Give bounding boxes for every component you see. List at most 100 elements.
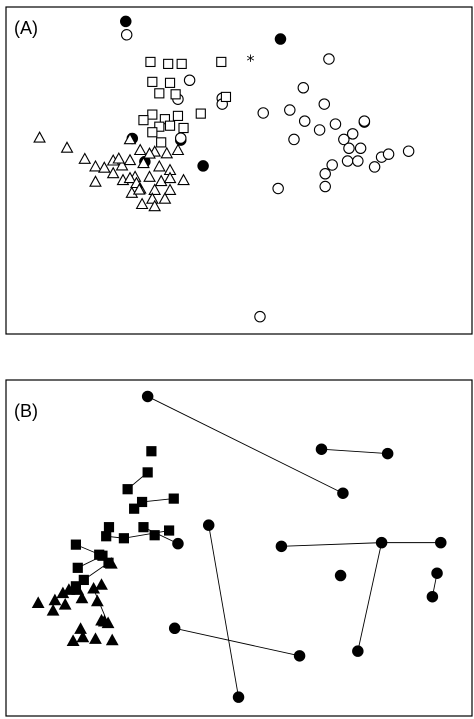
panel-a-point-circle-open <box>354 142 367 155</box>
panel-b-point-square-filled <box>118 533 129 544</box>
panel-b-point-triangle-filled <box>105 633 119 646</box>
panel-b-point-triangle-filled <box>46 604 60 616</box>
panel-a-point-triangle-open <box>115 158 129 171</box>
panel-a-point-triangle-open <box>133 143 147 156</box>
panel-a-point-square-open <box>154 121 165 132</box>
panel-b-point-triangle-filled <box>66 634 80 646</box>
panel-b-connection-line <box>143 526 179 545</box>
panel-a-point-triangle-open <box>152 159 166 172</box>
panel-a-point-triangle-open <box>89 159 102 172</box>
panel-b-point-circle-filled <box>375 536 388 549</box>
panel-b-point-square-filled <box>146 446 157 457</box>
panel-b-point-triangle-filled <box>48 593 62 606</box>
panel-a-point-circle-open <box>298 115 311 127</box>
panel-a-point-circle-open <box>326 159 338 171</box>
panel-b-point-square-filled <box>72 562 83 573</box>
panel-a-point-triangle-open <box>89 175 102 187</box>
panel-b-point-triangle-filled <box>89 632 102 644</box>
panel-a-point-square-open <box>164 120 176 131</box>
panel-b-point-circle-filled <box>435 536 447 549</box>
panel-a-point-triangle-open <box>148 199 162 212</box>
panel-b-point-triangle-filled <box>76 630 90 643</box>
panel-a-point-triangle-open <box>158 192 172 204</box>
panel-a-point-circle-filled <box>274 33 287 45</box>
panel-b-point-triangle-filled <box>104 557 118 569</box>
panel-a-point-circle-open <box>257 107 269 119</box>
panel-b-connection-line <box>147 396 344 494</box>
panel-a-point-circle-open <box>338 133 350 146</box>
panel-a-point-circle-open <box>175 132 187 144</box>
panel-a-point-triangle-open <box>143 147 156 159</box>
panel-a-point-triangle-open <box>148 183 162 195</box>
panel-a-point-triangle-open <box>177 173 190 186</box>
panel-b-connection-line <box>208 525 239 698</box>
panel-b-point-circle-filled <box>381 447 394 460</box>
panel-a-point-circle-open <box>183 74 196 86</box>
panel-a-point-triangle-open <box>97 161 111 173</box>
panel-a-point-triangle-open <box>123 132 137 145</box>
panel-b-label: (B) <box>14 401 38 421</box>
panel-a-point-circle-open <box>341 155 354 167</box>
panel-a-point-circle-open <box>313 124 326 136</box>
panel-b-point-square-filled <box>101 531 112 542</box>
panel-b-point-circle-filled <box>172 537 184 550</box>
panel-a-point-square-open <box>147 127 158 138</box>
panel-a-point-circle-open <box>323 53 335 65</box>
panel-b-point-circle-filled <box>334 569 347 582</box>
panel-a: (A) * <box>5 6 473 335</box>
panel-b-connection-line <box>357 542 383 652</box>
panel-b-point-circle-filled <box>202 519 215 531</box>
panel-a-point-square-open <box>138 115 149 126</box>
panel-b-point-square-filled <box>138 522 149 533</box>
panel-b-point-circle-filled <box>337 487 349 499</box>
panel-a-point-circle-open <box>319 168 331 180</box>
panel-a-frame <box>5 6 473 335</box>
panel-b-point-circle-filled <box>168 622 181 635</box>
panel-a-point-circle-open <box>329 118 342 130</box>
panel-a-point-circle-open <box>368 161 381 173</box>
panel-a-point-square-open <box>164 77 176 88</box>
panel-a-label: (A) <box>14 18 38 38</box>
panel-a-point-square-open <box>170 89 181 100</box>
panel-b-point-triangle-filled <box>58 598 72 610</box>
panel-a-point-triangle-open <box>135 197 149 210</box>
panel-b-frame <box>5 379 473 717</box>
panel-a-point-triangle-open <box>112 151 126 164</box>
panel-b-connection-line <box>321 448 388 455</box>
panel-a-point-triangle-open <box>154 174 168 187</box>
panel-b-point-square-filled <box>70 539 81 550</box>
panel-a-point-circle-open <box>284 104 296 116</box>
panel-a-point-triangle-open <box>78 152 92 164</box>
panel-b-point-triangle-filled <box>31 596 45 608</box>
panel-b-point-square-filled <box>103 522 115 533</box>
panel-b-point-circle-filled <box>315 443 328 455</box>
panel-a-point-square-open <box>156 137 167 148</box>
panel-a-point-circle-open <box>352 155 364 167</box>
panel-a-annotation: * <box>246 51 254 70</box>
panel-b-connection-line <box>174 627 300 657</box>
panel-b-point-circle-filled <box>293 650 306 662</box>
panel-a-point-square-open <box>163 58 174 69</box>
panel-a-point-circle-open <box>297 82 310 94</box>
panel-b-point-triangle-filled <box>95 578 108 590</box>
panel-a-marks: * <box>33 15 415 323</box>
panel-a-point-triangle-open <box>163 183 177 195</box>
panel-a-point-square-open <box>147 76 158 87</box>
panel-b-point-square-filled <box>129 503 140 514</box>
panel-b-point-triangle-filled <box>75 591 89 604</box>
panel-b-point-circle-filled <box>431 567 443 579</box>
panel-a-point-circle-open <box>319 180 331 193</box>
panel-b-point-circle-filled <box>232 691 245 703</box>
panel-b-point-square-filled <box>164 525 175 536</box>
panel-b-point-circle-filled <box>352 645 364 657</box>
panel-a-point-circle-open <box>254 310 266 323</box>
panel-a-point-circle-open <box>358 115 371 127</box>
panel-b-point-square-filled <box>78 574 89 586</box>
panel-a-point-square-open <box>178 122 189 134</box>
panel-a-point-square-open <box>172 110 184 121</box>
panel-b-connection-line <box>123 530 170 539</box>
panel-a-point-square-open <box>195 108 206 119</box>
panel-a-point-square-open <box>220 91 232 103</box>
panel-b-point-triangle-filled <box>90 594 104 607</box>
panel-a-point-circle-open <box>346 128 359 140</box>
